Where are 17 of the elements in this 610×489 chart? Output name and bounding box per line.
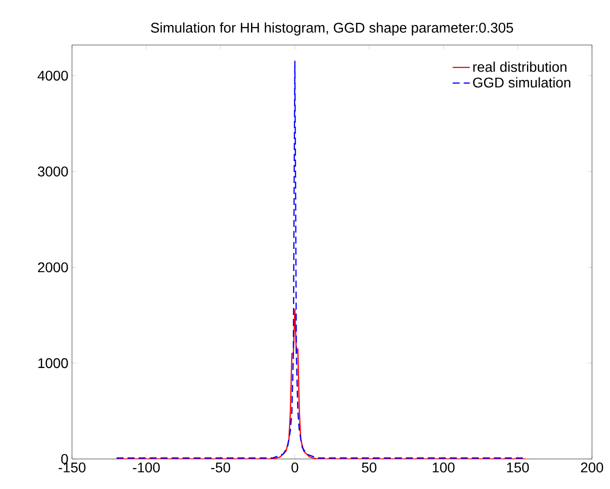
y-tick-label: 2000 <box>38 262 68 272</box>
x-tick-label: -100 <box>132 462 160 472</box>
legend-label: real distribution <box>473 62 566 72</box>
y-tick-label: 3000 <box>38 166 68 176</box>
x-tick-label: 0 <box>292 462 298 472</box>
x-tick-label: 150 <box>507 462 529 472</box>
legend-label: GGD simulation <box>473 77 570 88</box>
x-tick-label: -50 <box>211 462 230 472</box>
y-tick-label: 0 <box>61 454 68 464</box>
chart-title: Simulation for HH histogram, GGD shape parameter:0.305 <box>150 22 514 36</box>
x-tick-label: -150 <box>58 462 86 472</box>
y-tick-label: 1000 <box>38 358 68 368</box>
x-tick-label: 50 <box>362 462 376 472</box>
y-tick-label: 4000 <box>38 70 68 81</box>
line-series <box>116 308 526 459</box>
x-tick-label: 200 <box>581 462 604 472</box>
x-tick-label: 100 <box>432 462 455 472</box>
